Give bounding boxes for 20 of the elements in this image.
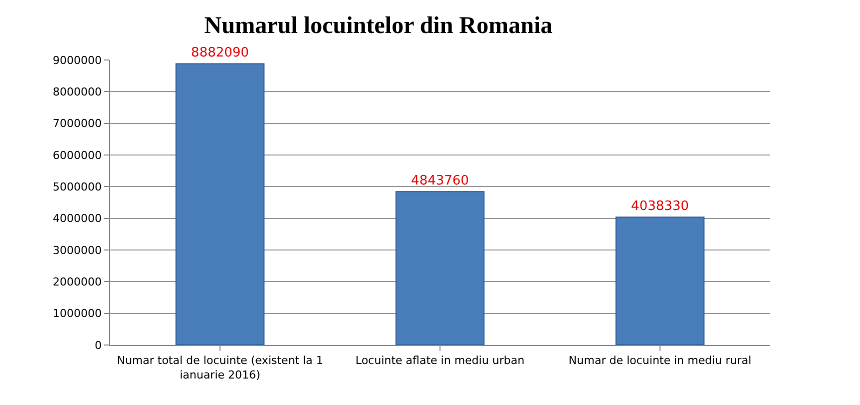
y-tick-label: 3000000 — [52, 244, 102, 257]
y-tick-label: 9000000 — [52, 54, 102, 67]
chart-title: Numarul locuintelor din Romania — [204, 13, 553, 39]
y-tick-label: 0 — [94, 338, 102, 352]
y-tick-label: 2000000 — [52, 276, 102, 289]
x-tick-label: Locuinte aflate in mediu urban — [356, 354, 525, 368]
bar — [396, 191, 484, 345]
data-label: 4038330 — [631, 199, 689, 214]
data-label: 4843760 — [411, 174, 469, 189]
bar — [616, 216, 704, 345]
x-tick-label: Numar total de locuinte (existent la 1 ianuarie 2016) — [116, 354, 324, 382]
y-tick-label: 7000000 — [52, 117, 102, 130]
y-tick-label: 6000000 — [52, 148, 102, 162]
y-tick-label: 4000000 — [52, 212, 102, 226]
y-tick-label: 1000000 — [52, 307, 102, 320]
x-tick-label: Numar de locuinte in mediu rural — [568, 354, 752, 368]
y-tick-label: 8000000 — [52, 86, 102, 99]
data-label: 8882090 — [191, 46, 249, 61]
y-tick-label: 5000000 — [52, 180, 102, 194]
bar — [176, 63, 264, 345]
